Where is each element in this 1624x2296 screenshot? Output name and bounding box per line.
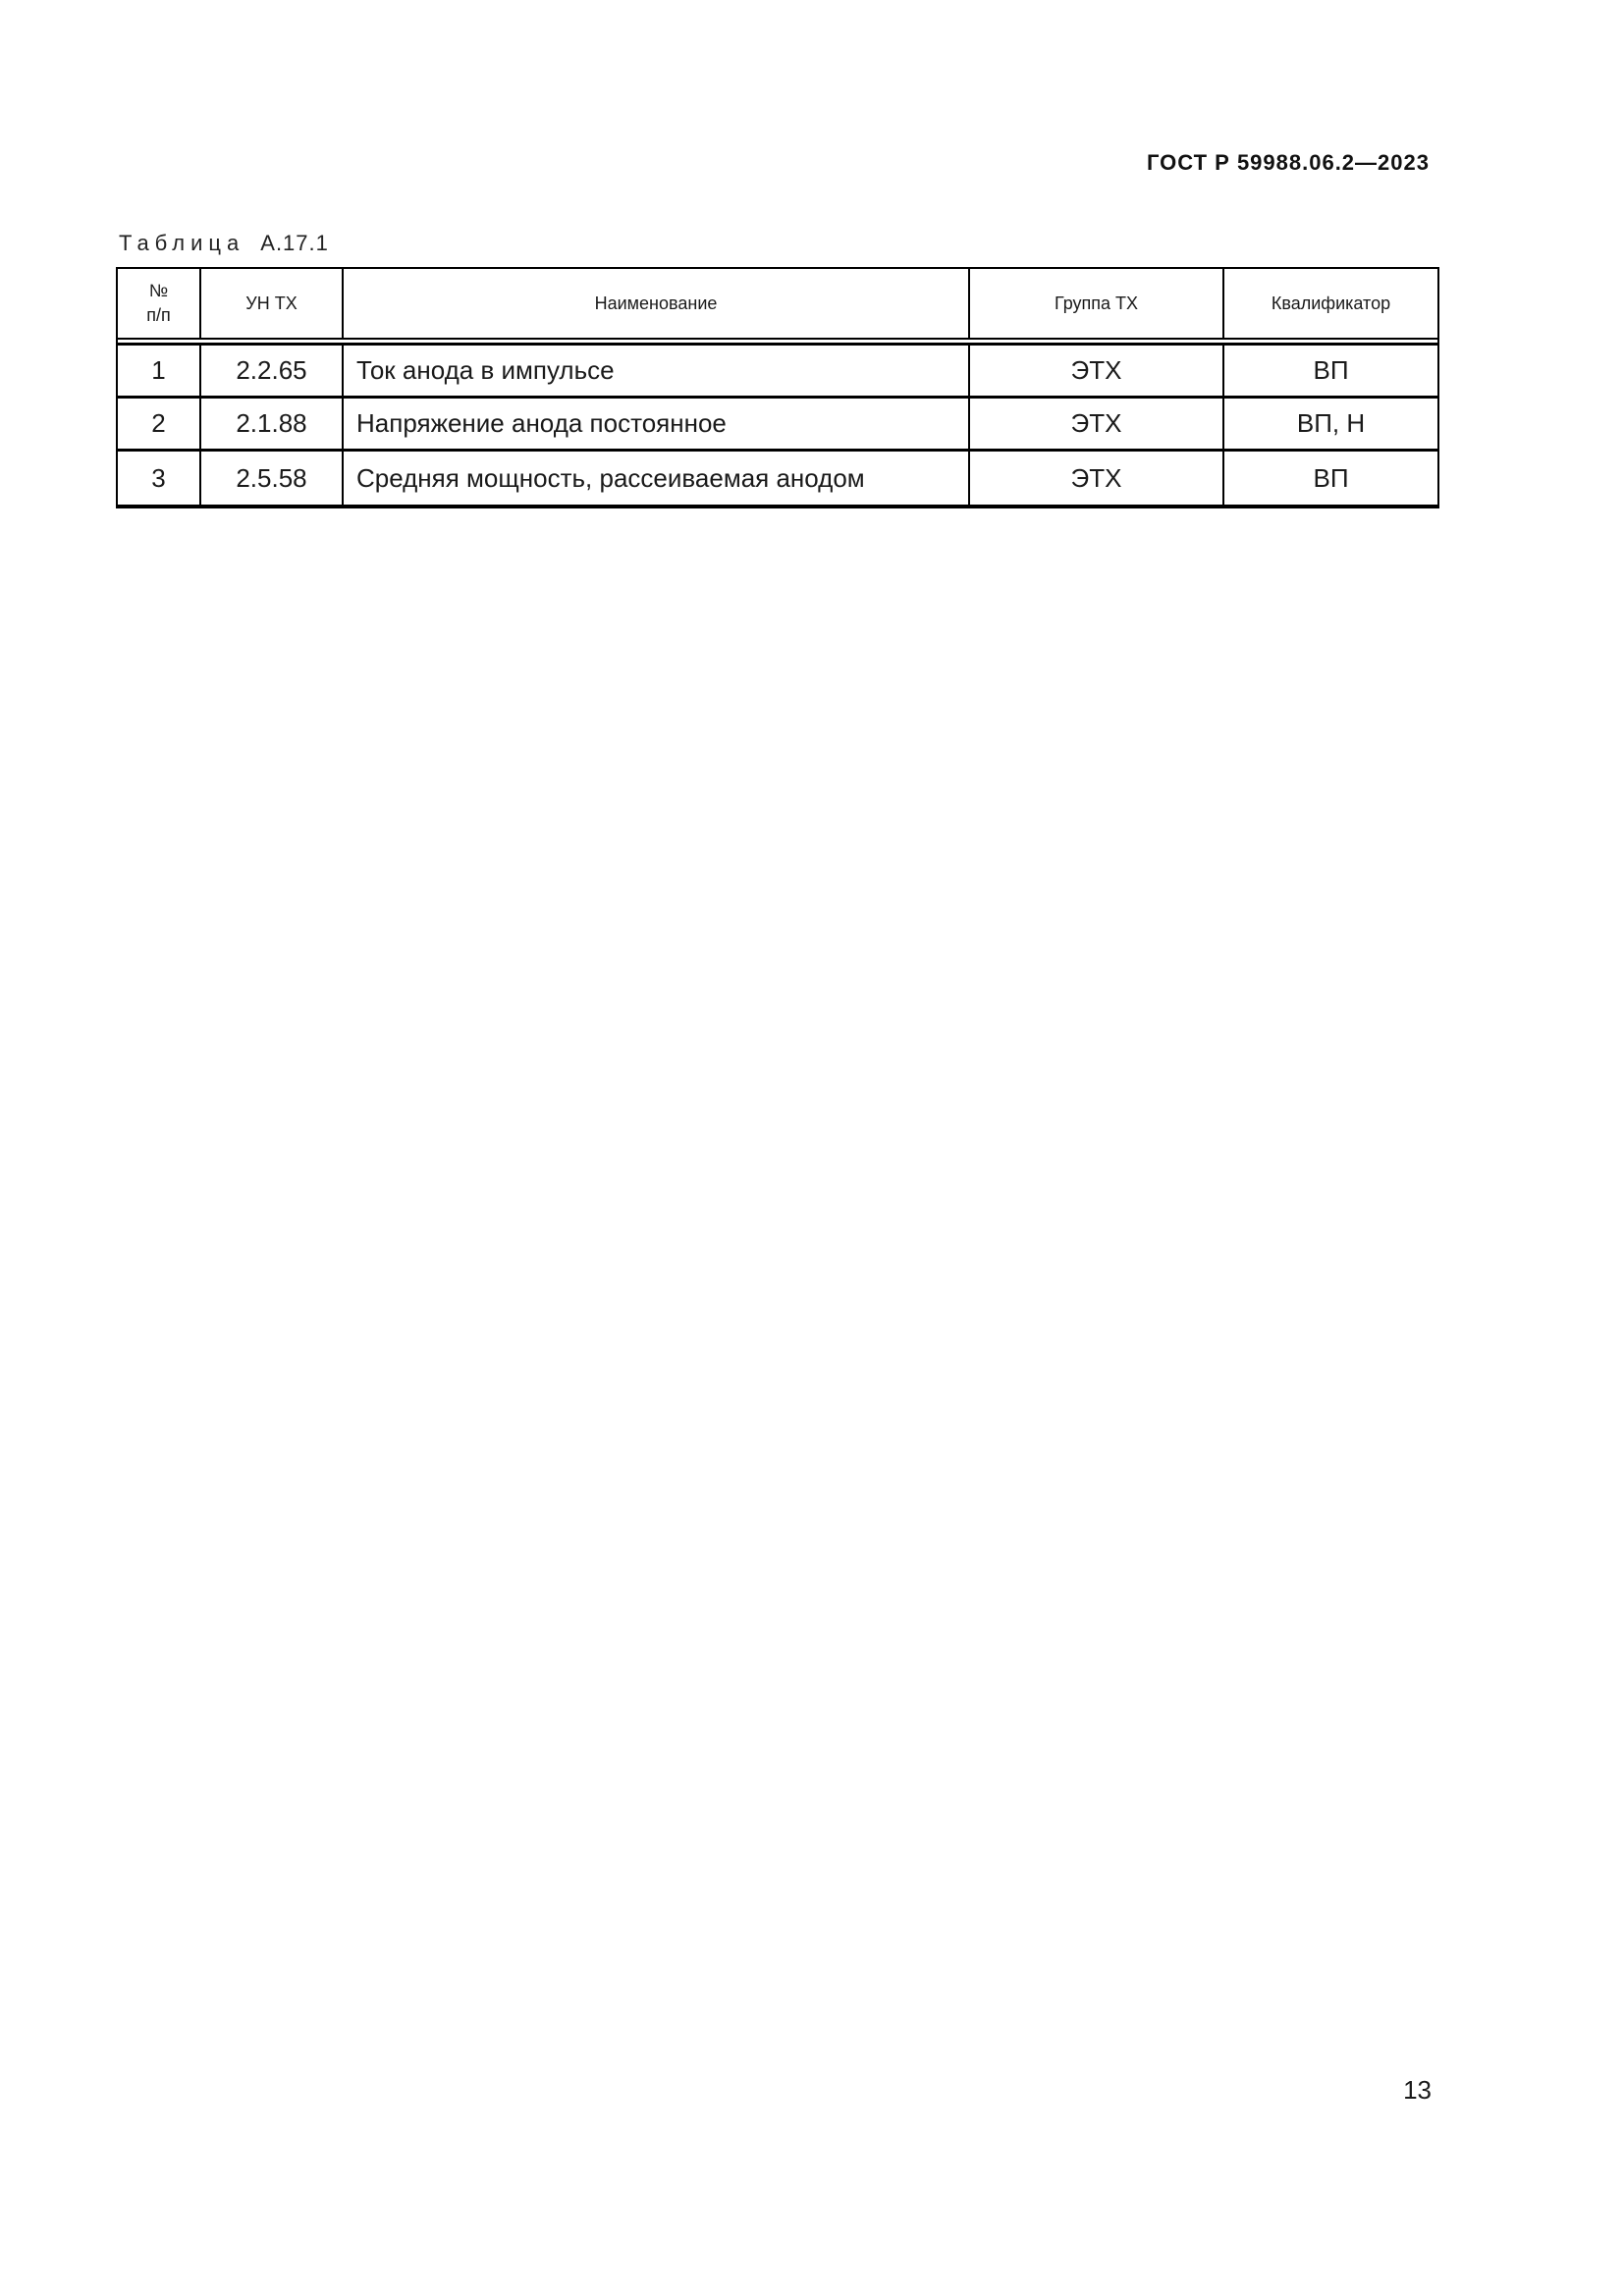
- row-cell-num: 3: [118, 452, 201, 505]
- table-header-row: № п/п УН ТХ Наименование Группа ТХ Квали…: [118, 269, 1437, 340]
- row-cell-num: 1: [118, 346, 201, 396]
- table-title-word: Таблица: [119, 231, 245, 255]
- table-body: 1 2.2.65 Ток анода в импульсе ЭТХ ВП 2 2…: [118, 343, 1437, 505]
- table-title: Таблица А.17.1: [119, 230, 329, 257]
- row-cell-name: Средняя мощность, рассеиваемая анодом: [344, 452, 970, 505]
- header-num-line1: №: [148, 281, 169, 300]
- parameters-table: № п/п УН ТХ Наименование Группа ТХ Квали…: [116, 267, 1439, 508]
- row-cell-qualifier: ВП: [1313, 355, 1349, 385]
- row-cell-name: Напряжение анода постоянное: [344, 399, 970, 449]
- header-num-line2: п/п: [146, 305, 171, 325]
- header-num-label: № п/п: [146, 279, 171, 328]
- header-cell-qualifier: Квалификатор: [1271, 293, 1391, 313]
- row-cell-num: 2: [118, 399, 201, 449]
- row-cell-qualifier: ВП, Н: [1296, 408, 1366, 438]
- row-cell-un: 2.5.58: [201, 452, 344, 505]
- row-cell-group: ЭТХ: [970, 452, 1224, 505]
- row-cell-group: ЭТХ: [970, 346, 1224, 396]
- table-row: 3 2.5.58 Средняя мощность, рассеиваемая …: [118, 452, 1437, 505]
- page-number: 13: [1403, 2075, 1432, 2105]
- row-cell-qualifier: ВП: [1313, 462, 1349, 493]
- table-title-number: А.17.1: [260, 231, 329, 255]
- row-cell-name: Ток анода в импульсе: [344, 346, 970, 396]
- header-cell-un: УН ТХ: [201, 269, 344, 338]
- table-row: 1 2.2.65 Ток анода в импульсе ЭТХ ВП: [118, 346, 1437, 399]
- row-cell-un: 2.2.65: [201, 346, 344, 396]
- row-cell-un: 2.1.88: [201, 399, 344, 449]
- header-cell-group: Группа ТХ: [970, 269, 1224, 338]
- row-cell-group: ЭТХ: [970, 399, 1224, 449]
- header-cell-num: № п/п: [118, 269, 201, 338]
- standard-code-header: ГОСТ Р 59988.06.2—2023: [1146, 150, 1430, 175]
- table-row: 2 2.1.88 Напряжение анода постоянное ЭТХ…: [118, 399, 1437, 452]
- header-cell-name: Наименование: [344, 269, 970, 338]
